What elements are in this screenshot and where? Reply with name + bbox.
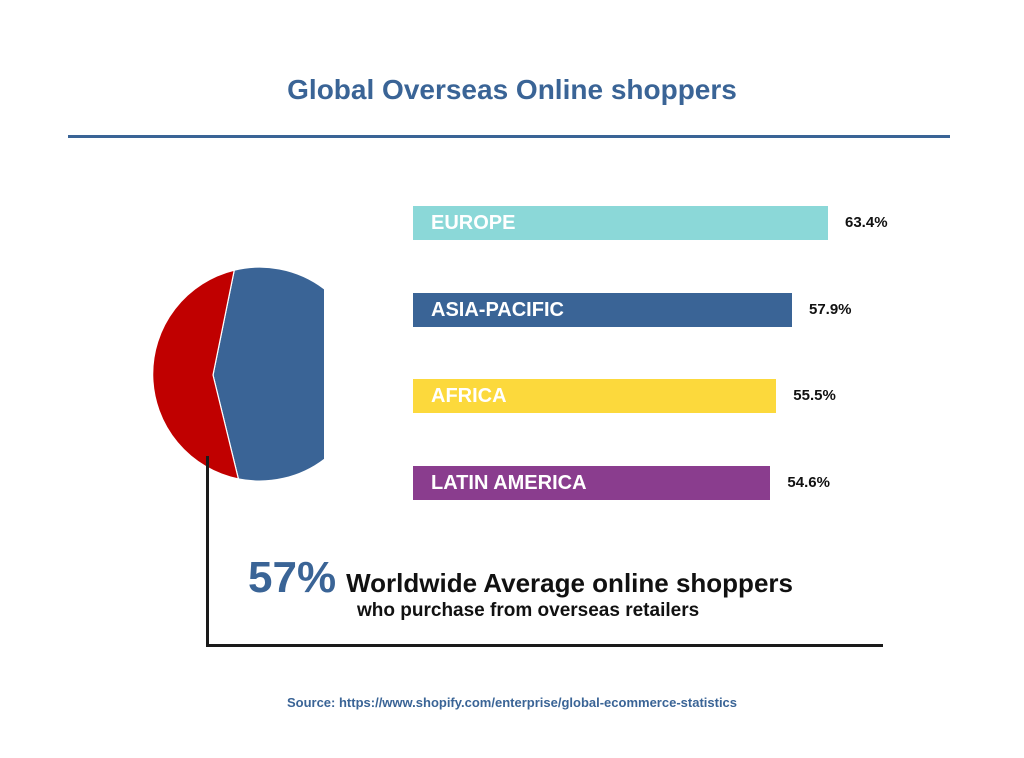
- bar-europe: EUROPE: [413, 206, 828, 240]
- pie-chart: [152, 266, 324, 482]
- pie-slice-0: [212, 266, 324, 482]
- source-citation: Source: https://www.shopify.com/enterpri…: [286, 695, 738, 710]
- bar-category-label: EUROPE: [431, 212, 516, 234]
- bracket-line-vertical: [206, 456, 209, 647]
- bar-category-label: LATIN AMERICA: [431, 472, 587, 494]
- headline-subtext: who purchase from overseas retailers: [357, 600, 700, 621]
- bar-africa: AFRICA: [413, 379, 777, 413]
- chart-title: Global Overseas Online shoppers: [287, 74, 737, 105]
- pie-slice-1: [152, 269, 240, 480]
- bar-category-label: ASIA-PACIFIC: [431, 299, 564, 321]
- bar-value-label: 54.6%: [787, 474, 830, 491]
- bar-asia-pacific: ASIA-PACIFIC: [413, 293, 792, 327]
- headline-text: Worldwide Average online shoppers: [346, 568, 793, 598]
- title-divider: [68, 135, 950, 138]
- bar-value-label: 57.9%: [808, 301, 852, 318]
- bar-category-label: AFRICA: [431, 385, 507, 407]
- bar-value-label: 63.4%: [845, 214, 888, 231]
- bar-latin-america: LATIN AMERICA: [413, 466, 771, 500]
- headline-value: 57%: [248, 553, 337, 602]
- bar-value-label: 55.5%: [793, 387, 836, 404]
- headline: 57% Worldwide Average online shoppers: [248, 553, 793, 603]
- bracket-line-horizontal: [206, 644, 883, 647]
